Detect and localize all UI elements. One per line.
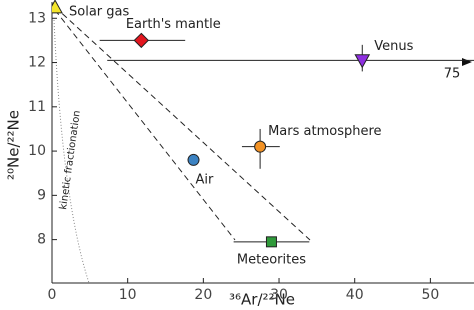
x-tick-label: 30 xyxy=(270,287,288,303)
point xyxy=(187,153,200,166)
point xyxy=(52,0,63,14)
y-axis-label: ²⁰Ne/²²Ne xyxy=(5,110,23,180)
x-axis-label: ³⁶Ar/²²Ne xyxy=(229,291,295,309)
marks xyxy=(52,0,474,248)
x-tick-label: 50 xyxy=(421,287,439,303)
point-label: Mars atmosphere xyxy=(268,124,381,139)
y-tick-label: 11 xyxy=(28,99,46,115)
point-label: Meteorites xyxy=(237,252,306,267)
point xyxy=(265,236,277,248)
point-label: Earth's mantle xyxy=(126,17,221,32)
mixing-line xyxy=(54,9,236,241)
point xyxy=(254,140,267,153)
arrow-head xyxy=(462,58,472,66)
annotation: kinetic fractionation xyxy=(58,110,83,211)
x-tick-label: 40 xyxy=(346,287,364,303)
point-label: Venus xyxy=(374,39,413,54)
x-tick-label: 20 xyxy=(194,287,212,303)
y-tick-label: 9 xyxy=(37,187,46,203)
point-label: Air xyxy=(196,172,215,187)
point-label: Solar gas xyxy=(69,5,129,20)
y-tick-label: 13 xyxy=(28,10,46,26)
y-tick-label: 12 xyxy=(28,55,46,71)
x-tick-label: 10 xyxy=(119,287,137,303)
fractionation-curve xyxy=(53,19,90,284)
point xyxy=(354,54,371,69)
annotation: 75 xyxy=(444,67,461,82)
mixing-line xyxy=(54,6,311,241)
x-tick-label: 0 xyxy=(48,287,57,303)
point xyxy=(133,32,150,49)
y-tick-label: 8 xyxy=(37,232,46,248)
y-tick-label: 10 xyxy=(28,143,46,159)
